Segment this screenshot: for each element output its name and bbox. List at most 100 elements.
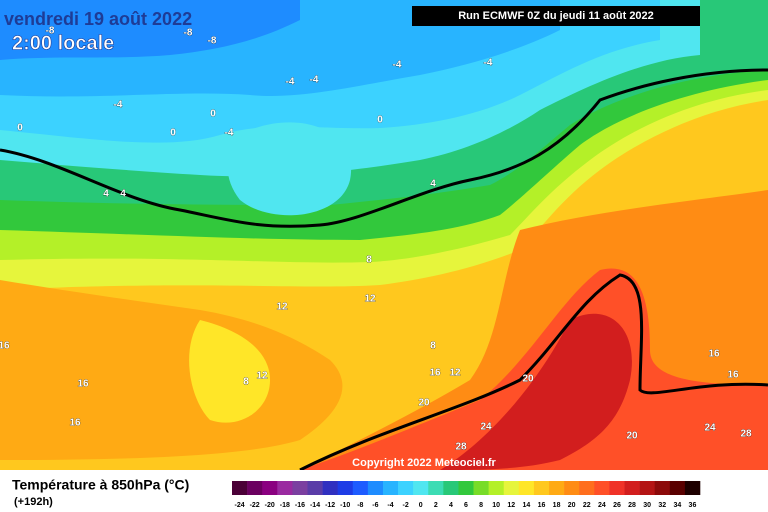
colorbar-label: 16 [538, 502, 546, 509]
colorbar-cell [594, 481, 610, 495]
colorbar-cell [428, 481, 444, 495]
contour-label: 0 [17, 123, 23, 134]
contour-label: 16 [727, 370, 739, 381]
colorbar-label: -4 [387, 502, 393, 509]
contour-label: -8 [184, 28, 193, 39]
contour-label: 16 [708, 349, 720, 360]
contour-label: -4 [286, 77, 295, 88]
contour-label: 0 [170, 128, 176, 139]
contour-label: -8 [46, 26, 55, 37]
colorbar-label: 26 [613, 502, 621, 509]
colorbar-label: 36 [689, 502, 697, 509]
colorbar-cell [277, 481, 293, 495]
contour-label: 4 [430, 179, 436, 190]
contour-label: 0 [210, 109, 216, 120]
contour-label: 20 [626, 431, 638, 442]
colorbar-cell [443, 481, 459, 495]
contour-label: 24 [704, 423, 716, 434]
contour-label: 4 [120, 189, 126, 200]
map-date: vendredi 19 août 2022 [4, 9, 192, 29]
colorbar-cell [654, 481, 671, 495]
copyright: Copyright 2022 Meteociel.fr [352, 457, 496, 469]
contour-label: 12 [364, 294, 376, 305]
run-box [412, 6, 700, 26]
contour-label: 16 [77, 379, 89, 390]
colorbar-cell [549, 481, 565, 495]
colorbar-cell [413, 481, 429, 495]
map-field [0, 0, 768, 472]
colorbar-cell [669, 481, 686, 495]
colorbar-cell [609, 481, 625, 495]
colorbar-cell [473, 481, 489, 495]
colorbar-cell [398, 481, 414, 495]
colorbar-label: -18 [280, 502, 290, 509]
colorbar-label: -8 [357, 502, 363, 509]
contour-label: 24 [480, 422, 492, 433]
contour-label: 16 [429, 368, 441, 379]
contour-label: 4 [103, 189, 109, 200]
colorbar-cell [503, 481, 520, 495]
contour-label: -8 [208, 36, 217, 47]
contour-label: 28 [740, 429, 752, 440]
colorbar-cell [639, 481, 656, 495]
colorbar-label: 6 [464, 502, 468, 509]
colorbar-label: -14 [310, 502, 320, 509]
contour-label: 12 [256, 371, 268, 382]
colorbar-label: 4 [449, 502, 453, 509]
colorbar-label: 12 [507, 502, 515, 509]
colorbar-cell [624, 481, 640, 495]
colorbar-label: 32 [658, 502, 666, 509]
colorbar-label: -24 [234, 502, 244, 509]
colorbar-cell [518, 481, 535, 495]
colorbar: -24 -22 -20 -18 -16 -14 -12 -10 -8 -6 -4 -2 0 2 4 6 8 10 1… [232, 481, 701, 509]
contour-label: -4 [114, 100, 123, 111]
contour-label: 8 [430, 341, 436, 352]
colorbar-label: 28 [628, 502, 636, 509]
contour-label: 20 [522, 374, 534, 385]
colorbar-cell [262, 481, 278, 495]
colorbar-label: -12 [325, 502, 335, 509]
colorbar-cell [488, 481, 505, 495]
colorbar-cell [247, 481, 263, 495]
colorbar-label: 22 [583, 502, 591, 509]
colorbar-label: 10 [492, 502, 500, 509]
colorbar-cell [533, 481, 550, 495]
colorbar-label: -20 [265, 502, 275, 509]
contour-label: -4 [393, 60, 402, 71]
colorbar-label: 34 [673, 502, 681, 509]
contour-label: 16 [0, 341, 10, 352]
contour-label: 8 [366, 255, 372, 266]
colorbar-label: -10 [340, 502, 350, 509]
contour-label: -4 [225, 128, 234, 139]
colorbar-label: 30 [643, 502, 651, 509]
colorbar-cell [337, 481, 354, 495]
colorbar-cell [292, 481, 308, 495]
contour-label: 0 [377, 115, 383, 126]
colorbar-cell [232, 481, 248, 495]
colorbar-label: -22 [250, 502, 260, 509]
colorbar-cell [382, 481, 399, 495]
contour-label: 16 [69, 418, 81, 429]
colorbar-cell [579, 481, 595, 495]
colorbar-label: 20 [568, 502, 576, 509]
colorbar-label: 2 [434, 502, 438, 509]
legend-lead: (+192h) [14, 496, 53, 508]
colorbar-cell [352, 481, 369, 495]
colorbar-cell [458, 481, 474, 495]
contour-label: 28 [455, 442, 467, 453]
contour-label: 12 [276, 302, 288, 313]
colorbar-label: -6 [372, 502, 378, 509]
contour-label: -4 [484, 58, 493, 69]
contour-label: 20 [418, 398, 430, 409]
colorbar-cell [307, 481, 323, 495]
colorbar-label: 14 [522, 502, 530, 509]
contour-label: 8 [243, 377, 249, 388]
colorbar-cell [367, 481, 384, 495]
colorbar-label: -2 [402, 502, 408, 509]
map-time: 2:00 locale [12, 32, 114, 54]
colorbar-label: 8 [479, 502, 483, 509]
colorbar-label: 0 [419, 502, 423, 509]
colorbar-cell [564, 481, 580, 495]
run-info: Run ECMWF 0Z du jeudi 11 août 2022 [458, 10, 654, 22]
